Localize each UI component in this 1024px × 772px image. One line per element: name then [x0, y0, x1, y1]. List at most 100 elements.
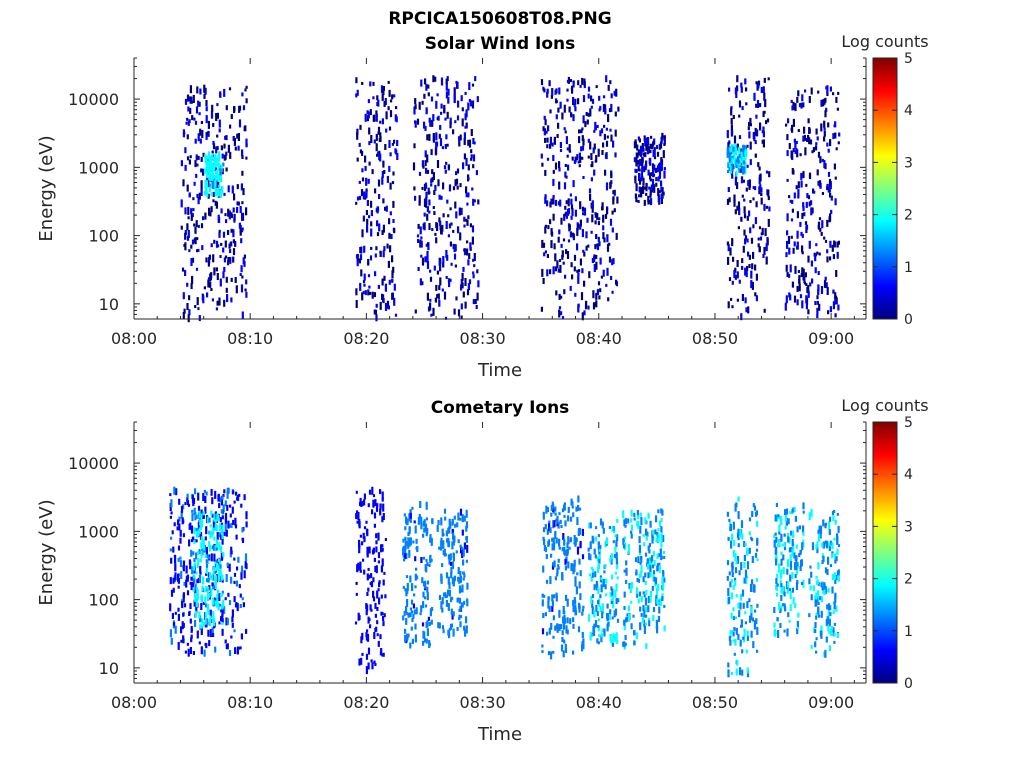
- heatmap-cell: [748, 517, 752, 522]
- heatmap-cell: [206, 155, 209, 160]
- heatmap-cell: [181, 601, 184, 609]
- heatmap-cell: [373, 660, 376, 664]
- heatmap-cell: [727, 588, 730, 596]
- heatmap-cell: [552, 197, 555, 205]
- heatmap-cell: [637, 514, 640, 520]
- heatmap-cell: [463, 248, 466, 252]
- heatmap-cell: [780, 569, 783, 578]
- heatmap-cell: [368, 546, 371, 554]
- heatmap-cell: [639, 561, 642, 565]
- heatmap-cell: [588, 522, 591, 529]
- heatmap-cell: [804, 272, 807, 278]
- heatmap-cell: [418, 200, 421, 206]
- heatmap-cell: [630, 518, 633, 523]
- heatmap-cell: [380, 611, 383, 616]
- heatmap-cell: [557, 201, 561, 206]
- heatmap-cell: [542, 278, 545, 284]
- heatmap-cell: [625, 567, 628, 576]
- heatmap-cell: [373, 632, 376, 639]
- heatmap-cell: [573, 597, 576, 604]
- heatmap-cell: [589, 108, 592, 117]
- heatmap-cell: [361, 500, 364, 506]
- heatmap-cell: [727, 256, 730, 265]
- heatmap-cell: [225, 219, 228, 224]
- heatmap-cell: [542, 242, 546, 248]
- heatmap-cell: [245, 521, 248, 528]
- heatmap-cell: [562, 616, 565, 624]
- heatmap-cell: [173, 554, 176, 558]
- heatmap-cell: [746, 601, 749, 609]
- heatmap-cell: [741, 165, 744, 171]
- heatmap-cell: [208, 517, 211, 523]
- heatmap-cell: [199, 558, 202, 563]
- heatmap-cell: [734, 274, 737, 280]
- heatmap-cell: [394, 114, 397, 122]
- heatmap-cell: [808, 240, 811, 249]
- heatmap-cell: [541, 650, 544, 654]
- heatmap-cell: [832, 515, 835, 522]
- heatmap-cell: [607, 621, 610, 626]
- heatmap-cell: [593, 548, 596, 555]
- heatmap-cell: [638, 591, 642, 597]
- heatmap-cell: [216, 532, 219, 540]
- heatmap-cell: [577, 304, 580, 313]
- heatmap-cell: [366, 629, 369, 633]
- heatmap-cell: [425, 638, 428, 644]
- heatmap-cell: [445, 82, 448, 91]
- heatmap-cell: [818, 217, 822, 221]
- heatmap-cell: [222, 231, 226, 238]
- heatmap-cell: [736, 260, 739, 267]
- heatmap-cell: [212, 254, 215, 263]
- heatmap-cell: [660, 157, 663, 165]
- heatmap-cell: [225, 529, 228, 537]
- burst-4: [436, 508, 469, 639]
- heatmap-cell: [805, 295, 808, 304]
- heatmap-cell: [561, 316, 565, 320]
- heatmap-cell: [545, 554, 548, 559]
- heatmap-cell: [738, 147, 741, 151]
- heatmap-cell: [193, 575, 196, 583]
- heatmap-cell: [806, 193, 809, 199]
- heatmap-cell: [648, 146, 651, 154]
- heatmap-cell: [425, 191, 428, 198]
- heatmap-cell: [799, 549, 802, 553]
- x-tick-label: 08:20: [343, 329, 389, 348]
- heatmap-cell: [363, 273, 366, 281]
- heatmap-cell: [809, 565, 812, 569]
- heatmap-cell: [606, 234, 609, 243]
- heatmap-cell: [211, 582, 214, 587]
- heatmap-cell: [412, 613, 415, 619]
- heatmap-cell: [558, 87, 561, 95]
- heatmap-cell: [814, 301, 817, 305]
- heatmap-cell: [790, 218, 794, 222]
- heatmap-cell: [784, 514, 788, 522]
- heatmap-cell: [611, 616, 614, 620]
- heatmap-cell: [208, 176, 211, 180]
- heatmap-cell: [558, 609, 561, 618]
- heatmap-cell: [458, 614, 461, 619]
- heatmap-cell: [210, 164, 213, 173]
- heatmap-cell: [182, 179, 185, 187]
- heatmap-cell: [230, 635, 233, 639]
- heatmap-cell: [456, 522, 459, 528]
- heatmap-cell: [574, 98, 577, 105]
- heatmap-cell: [423, 637, 427, 642]
- heatmap-cell: [786, 272, 789, 277]
- heatmap-cell: [796, 149, 799, 158]
- heatmap-cell: [463, 573, 466, 578]
- y-axis-label: Energy (eV): [36, 499, 57, 605]
- heatmap-cell: [837, 141, 840, 145]
- heatmap-cell: [192, 651, 195, 655]
- heatmap-cell: [823, 279, 827, 288]
- heatmap-cell: [449, 241, 452, 247]
- heatmap-cell: [445, 221, 448, 229]
- heatmap-cell: [196, 163, 199, 167]
- heatmap-cell: [808, 175, 812, 180]
- heatmap-cell: [817, 562, 820, 570]
- heatmap-cell: [200, 603, 203, 610]
- heatmap-cell: [431, 228, 434, 231]
- heatmap-cell: [224, 135, 227, 140]
- heatmap-cell: [452, 229, 455, 233]
- heatmap-cell: [663, 143, 666, 146]
- heatmap-cell: [611, 588, 614, 596]
